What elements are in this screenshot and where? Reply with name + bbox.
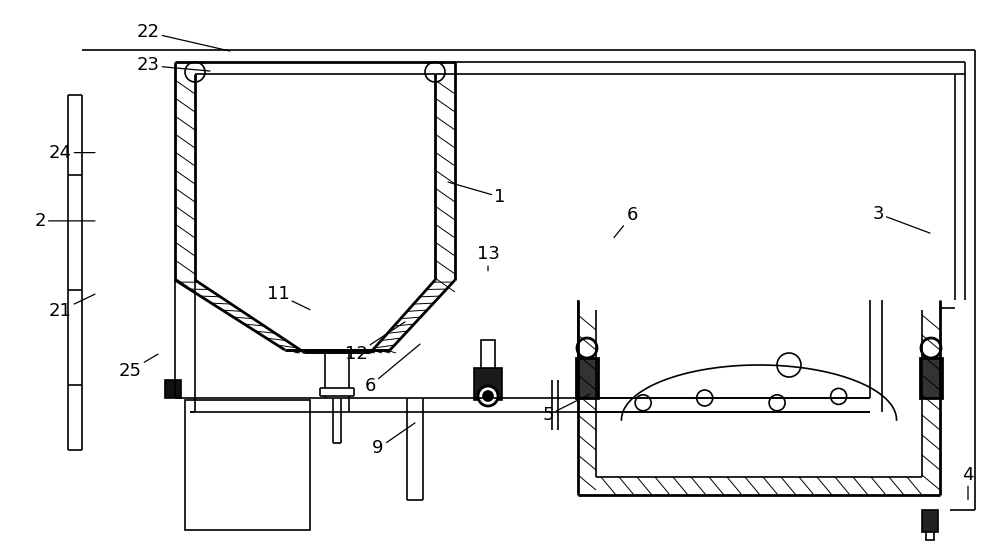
Text: 1: 1 <box>448 182 506 206</box>
Circle shape <box>483 391 493 401</box>
Circle shape <box>478 386 498 406</box>
Bar <box>185 400 310 530</box>
Circle shape <box>921 338 941 358</box>
Text: 6: 6 <box>364 344 420 395</box>
Text: 6: 6 <box>614 206 638 238</box>
Text: 5: 5 <box>542 394 590 424</box>
Text: 2: 2 <box>34 212 95 230</box>
Bar <box>481 340 495 368</box>
Bar <box>920 358 942 398</box>
Bar <box>576 358 598 398</box>
Text: 13: 13 <box>477 245 499 271</box>
Bar <box>165 380 181 398</box>
Text: 11: 11 <box>267 285 310 310</box>
Text: 4: 4 <box>962 466 974 500</box>
Text: 21: 21 <box>49 294 95 320</box>
Bar <box>474 368 502 400</box>
Text: 9: 9 <box>372 423 415 457</box>
Bar <box>922 510 938 532</box>
Text: 3: 3 <box>872 205 930 233</box>
Text: 23: 23 <box>136 57 210 74</box>
Text: 24: 24 <box>48 144 95 162</box>
Text: 12: 12 <box>345 322 405 363</box>
Text: 22: 22 <box>136 23 230 51</box>
Text: 25: 25 <box>119 354 158 380</box>
Circle shape <box>577 338 597 358</box>
